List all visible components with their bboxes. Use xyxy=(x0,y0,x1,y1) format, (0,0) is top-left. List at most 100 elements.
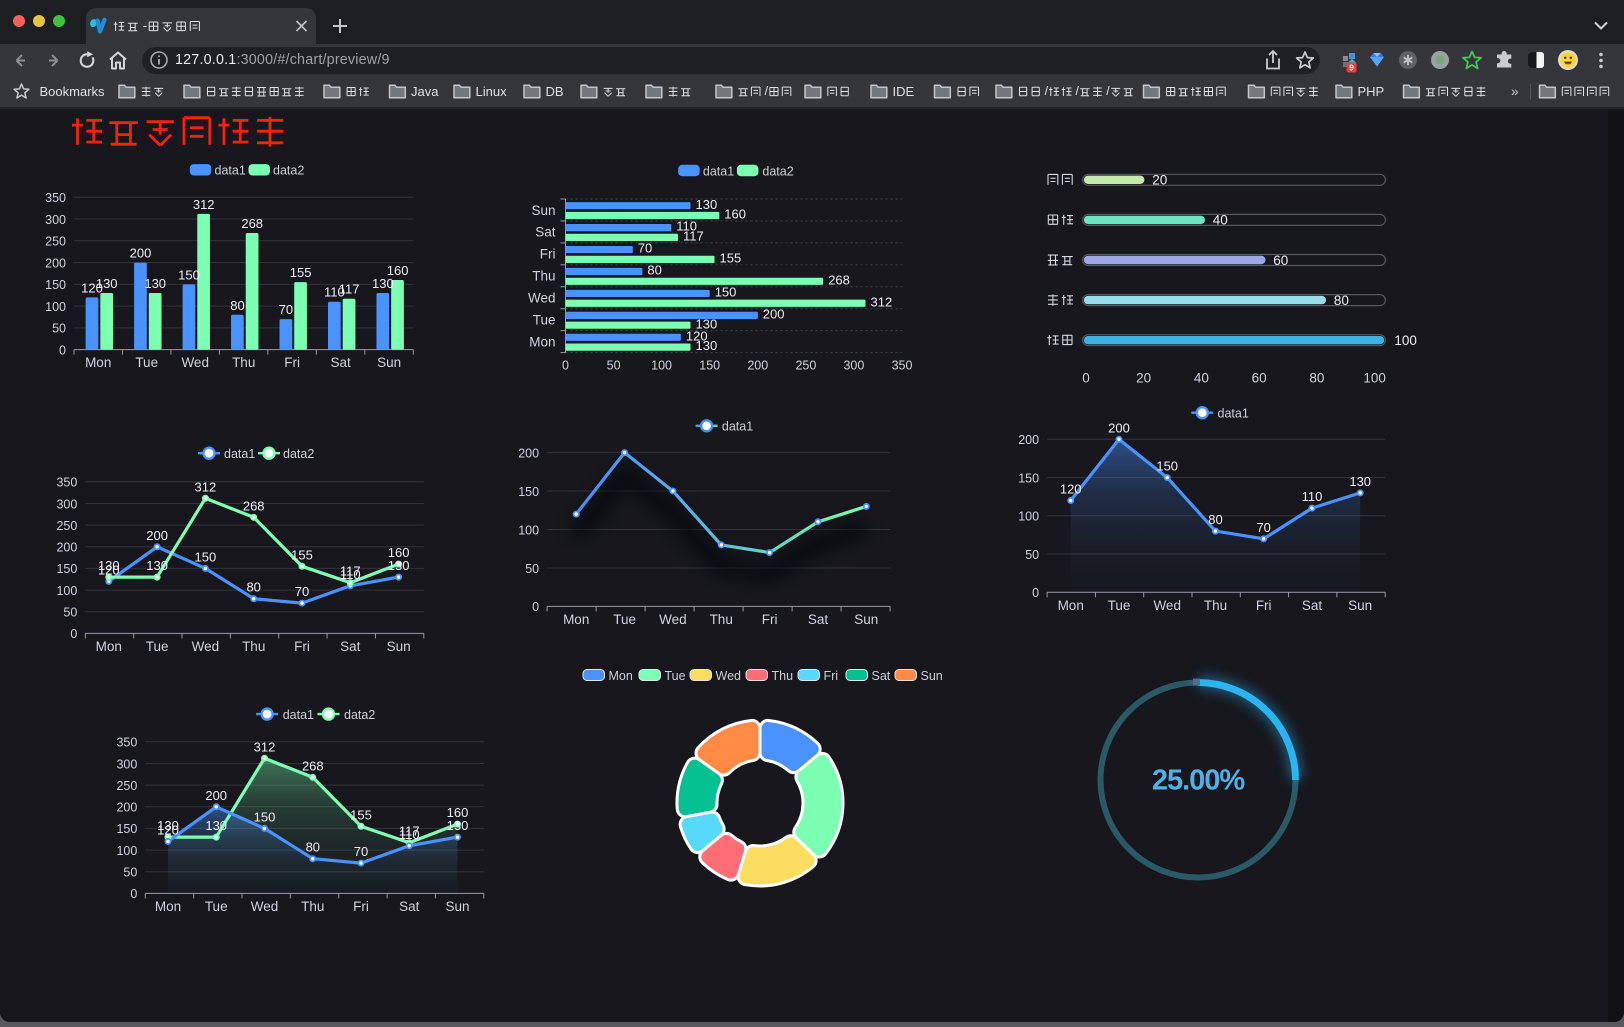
svg-text:IDE: IDE xyxy=(893,84,915,99)
svg-text:150: 150 xyxy=(699,359,720,373)
svg-text:0: 0 xyxy=(1082,371,1090,386)
svg-text:200: 200 xyxy=(205,788,227,803)
svg-text:80: 80 xyxy=(1309,371,1324,386)
svg-text:data1: data1 xyxy=(283,708,314,722)
svg-text:150: 150 xyxy=(1156,459,1178,474)
svg-text:Wed: Wed xyxy=(1153,598,1181,613)
svg-text:150: 150 xyxy=(518,485,539,499)
svg-text:40: 40 xyxy=(1194,371,1209,386)
svg-text:/: / xyxy=(765,84,769,98)
svg-text:120: 120 xyxy=(98,562,120,577)
svg-text:150: 150 xyxy=(116,822,137,836)
svg-text:70: 70 xyxy=(295,584,309,599)
svg-text:data2: data2 xyxy=(344,708,375,722)
svg-text:130: 130 xyxy=(98,558,120,573)
svg-text:Wed: Wed xyxy=(528,291,556,306)
svg-text:PHP: PHP xyxy=(1358,84,1385,99)
svg-text:70: 70 xyxy=(354,844,368,859)
svg-text:Tue: Tue xyxy=(613,612,636,627)
svg-text:130: 130 xyxy=(388,558,410,573)
svg-text:Sun: Sun xyxy=(921,669,943,683)
svg-text:200: 200 xyxy=(146,528,168,543)
svg-text:120: 120 xyxy=(81,280,103,295)
svg-text:130: 130 xyxy=(447,818,469,833)
svg-text:155: 155 xyxy=(720,251,742,266)
svg-text:80: 80 xyxy=(647,263,661,278)
svg-text:100: 100 xyxy=(56,584,77,598)
svg-text:Fri: Fri xyxy=(353,899,369,914)
svg-text:40: 40 xyxy=(1213,213,1228,228)
svg-text:50: 50 xyxy=(123,866,137,880)
svg-text:200: 200 xyxy=(1108,420,1130,435)
svg-text:Bookmarks: Bookmarks xyxy=(40,84,106,99)
svg-text:150: 150 xyxy=(1018,471,1039,485)
svg-text:Wed: Wed xyxy=(716,669,742,683)
svg-text:150: 150 xyxy=(178,267,200,282)
svg-text:Linux: Linux xyxy=(476,84,508,99)
svg-text:/: / xyxy=(1045,84,1049,98)
svg-text:130: 130 xyxy=(696,338,718,353)
svg-text:Fri: Fri xyxy=(824,669,839,683)
svg-text:Mon: Mon xyxy=(85,355,111,370)
svg-text:100: 100 xyxy=(518,523,539,537)
svg-text:100: 100 xyxy=(1363,371,1386,386)
svg-text:160: 160 xyxy=(387,263,409,278)
svg-text:130: 130 xyxy=(205,818,227,833)
svg-text:80: 80 xyxy=(230,298,244,313)
svg-text:-: - xyxy=(143,18,147,33)
svg-text:155: 155 xyxy=(290,265,312,280)
svg-text:100: 100 xyxy=(116,844,137,858)
svg-text:312: 312 xyxy=(193,197,215,212)
svg-text:Mon: Mon xyxy=(1058,598,1084,613)
svg-text:Sat: Sat xyxy=(1302,598,1323,613)
svg-text:25.00%: 25.00% xyxy=(1152,765,1246,797)
svg-text:250: 250 xyxy=(45,235,66,249)
svg-text:Tue: Tue xyxy=(533,313,556,328)
svg-text:Thu: Thu xyxy=(232,355,255,370)
svg-text:300: 300 xyxy=(45,213,66,227)
svg-text:110: 110 xyxy=(340,567,361,582)
svg-text:312: 312 xyxy=(254,739,276,754)
svg-text:80: 80 xyxy=(1208,512,1222,527)
svg-text:Sat: Sat xyxy=(340,639,361,654)
svg-text:160: 160 xyxy=(724,207,746,222)
svg-text:Sun: Sun xyxy=(1348,598,1372,613)
svg-text:0: 0 xyxy=(59,343,66,357)
svg-text:130: 130 xyxy=(372,276,394,291)
svg-text:50: 50 xyxy=(1025,548,1039,562)
svg-text:Thu: Thu xyxy=(710,612,733,627)
svg-text:268: 268 xyxy=(302,758,324,773)
svg-text:Thu: Thu xyxy=(301,899,324,914)
svg-text:350: 350 xyxy=(56,476,77,490)
svg-text:Wed: Wed xyxy=(251,899,279,914)
svg-text:100: 100 xyxy=(1018,510,1039,524)
svg-text:300: 300 xyxy=(116,757,137,771)
svg-text:Tue: Tue xyxy=(665,669,686,683)
svg-text:120: 120 xyxy=(1060,482,1082,497)
svg-text:/: / xyxy=(1106,84,1110,98)
svg-text:Fri: Fri xyxy=(762,612,778,627)
svg-text:Wed: Wed xyxy=(659,612,687,627)
svg-text:312: 312 xyxy=(195,479,217,494)
svg-text:150: 150 xyxy=(45,278,66,292)
svg-text:130: 130 xyxy=(696,316,718,331)
svg-text:100: 100 xyxy=(45,300,66,314)
svg-text:Thu: Thu xyxy=(242,639,265,654)
svg-text:80: 80 xyxy=(306,840,320,855)
svg-text:data1: data1 xyxy=(224,447,255,461)
svg-text:268: 268 xyxy=(243,498,265,513)
svg-text:50: 50 xyxy=(52,322,66,336)
svg-text:Fri: Fri xyxy=(284,355,300,370)
svg-text:Tue: Tue xyxy=(146,639,169,654)
svg-text:130: 130 xyxy=(146,558,168,573)
svg-text:60: 60 xyxy=(1273,253,1288,268)
svg-text:9: 9 xyxy=(1349,63,1354,73)
svg-text:»: » xyxy=(1511,84,1519,99)
svg-text:/: / xyxy=(1076,84,1080,98)
svg-text:data2: data2 xyxy=(762,164,793,178)
svg-text:110: 110 xyxy=(399,827,420,842)
svg-text:130: 130 xyxy=(696,197,718,212)
svg-text:Mon: Mon xyxy=(155,899,181,914)
svg-text:300: 300 xyxy=(843,359,864,373)
svg-text:60: 60 xyxy=(1252,371,1267,386)
